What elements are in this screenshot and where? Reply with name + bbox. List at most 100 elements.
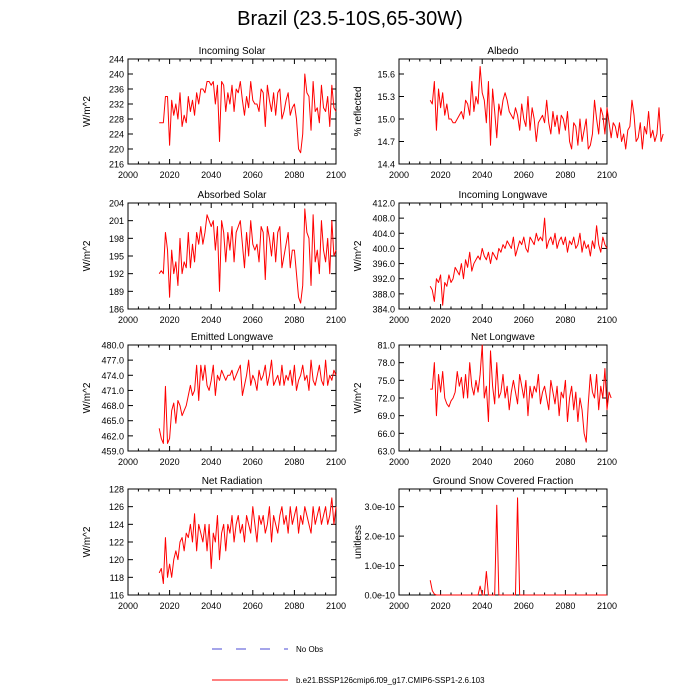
emitted-longwave-xtick-label: 2060 [243, 457, 263, 467]
incoming-longwave-xtick-label: 2040 [472, 315, 492, 325]
ground-snow-xtick-label: 2000 [389, 601, 409, 611]
net-longwave-xtick-label: 2000 [389, 457, 409, 467]
absorbed-solar-xtick-label: 2100 [326, 315, 346, 325]
albedo-ytick-label: 15.3 [377, 92, 395, 102]
net-radiation-xtick-label: 2000 [118, 601, 138, 611]
absorbed-solar-xtick-label: 2060 [243, 315, 263, 325]
net-radiation-xtick-label: 2080 [284, 601, 304, 611]
net-radiation-ytick-label: 124 [109, 520, 124, 530]
emitted-longwave-xtick-label: 2080 [284, 457, 304, 467]
absorbed-solar-ytick-label: 201 [109, 216, 124, 226]
net-radiation-ytick-label: 122 [109, 538, 124, 548]
albedo-ytick-label: 14.4 [377, 160, 395, 170]
incoming-longwave-ylabel: W/m^2 [353, 240, 364, 271]
incoming-solar-xtick-label: 2000 [118, 170, 138, 180]
net-longwave-ytick-label: 63.0 [377, 447, 395, 457]
ground-snow-panel: Ground Snow Covered Fraction unitless 2000… [353, 476, 617, 611]
albedo-xtick-label: 2020 [431, 170, 451, 180]
incoming-longwave-ytick-label: 400.0 [372, 244, 395, 254]
legend-obs-label: No Obs [296, 645, 324, 654]
emitted-longwave-xtick-label: 2100 [326, 457, 346, 467]
net-radiation-title: Net Radiation [202, 476, 263, 487]
net-longwave-xtick-label: 2040 [472, 457, 492, 467]
absorbed-solar-ytick-label: 186 [109, 305, 124, 315]
albedo-xtick-label: 2040 [472, 170, 492, 180]
incoming-longwave-xtick-label: 2080 [555, 315, 575, 325]
emitted-longwave-ytick-label: 468.0 [101, 401, 124, 411]
incoming-solar-ytick-label: 232 [109, 100, 124, 110]
absorbed-solar-ytick-label: 195 [109, 252, 124, 262]
emitted-longwave-ytick-label: 462.0 [101, 431, 124, 441]
incoming-longwave-xtick-label: 2020 [431, 315, 451, 325]
albedo-panel: Albedo % reflected 2000 2020 2040 2060 2080 210… [353, 46, 664, 180]
albedo-xtick-label: 2080 [555, 170, 575, 180]
legend-model-label: b.e21.BSSP126cmip6.f09_g17.CMIP6-SSP1-2.… [296, 676, 485, 685]
albedo-title: Albedo [487, 46, 519, 57]
incoming-longwave-ytick-label: 392.0 [372, 274, 395, 284]
net-radiation-xtick-label: 2020 [160, 601, 180, 611]
albedo-ytick-label: 15.0 [377, 115, 395, 125]
net-longwave-ytick-label: 69.0 [377, 411, 395, 421]
incoming-longwave-ytick-label: 412.0 [372, 199, 395, 209]
net-longwave-xtick-label: 2080 [555, 457, 575, 467]
net-longwave-ytick-label: 78.0 [377, 358, 395, 368]
emitted-longwave-xtick-label: 2000 [118, 457, 138, 467]
emitted-longwave-ylabel: W/m^2 [82, 382, 93, 413]
ground-snow-xtick-label: 2060 [514, 601, 534, 611]
emitted-longwave-xtick-label: 2020 [160, 457, 180, 467]
emitted-longwave-ytick-label: 474.0 [101, 371, 124, 381]
absorbed-solar-series-line [158, 208, 337, 304]
albedo-xtick-label: 2100 [597, 170, 617, 180]
incoming-longwave-title: Incoming Longwave [459, 190, 548, 201]
incoming-solar-ytick-label: 240 [109, 70, 124, 80]
incoming-longwave-ytick-label: 396.0 [372, 259, 395, 269]
emitted-longwave-ytick-label: 459.0 [101, 447, 124, 457]
absorbed-solar-ytick-label: 204 [109, 199, 124, 209]
net-radiation-ytick-label: 116 [110, 591, 124, 601]
absorbed-solar-ytick-label: 189 [109, 287, 124, 297]
page-title: Brazil (23.5-10S,65-30W) [237, 8, 463, 30]
net-longwave-ytick-label: 66.0 [377, 429, 395, 439]
incoming-solar-xtick-label: 2080 [284, 170, 304, 180]
incoming-solar-xtick-label: 2100 [326, 170, 346, 180]
ground-snow-ylabel: unitless [353, 525, 364, 559]
ground-snow-xtick-label: 2020 [431, 601, 451, 611]
ground-snow-xtick-label: 2100 [597, 601, 617, 611]
incoming-solar-ytick-label: 220 [109, 145, 124, 155]
net-radiation-series-line [158, 497, 337, 585]
net-longwave-ytick-label: 75.0 [377, 376, 395, 386]
net-longwave-ytick-label: 72.0 [377, 394, 395, 404]
net-radiation-ytick-label: 126 [109, 502, 124, 512]
net-radiation-xtick-label: 2040 [201, 601, 221, 611]
incoming-solar-ytick-label: 216 [109, 160, 124, 170]
ground-snow-xtick-label: 2080 [555, 601, 575, 611]
net-longwave-panel: Net Longwave W/m^2 2000 2020 2040 2060 2080 210… [353, 332, 617, 467]
emitted-longwave-ytick-label: 477.0 [101, 356, 124, 366]
absorbed-solar-ytick-label: 198 [109, 234, 124, 244]
albedo-ytick-label: 15.6 [377, 70, 395, 80]
absorbed-solar-xtick-label: 2080 [284, 315, 304, 325]
incoming-solar-ytick-label: 224 [109, 130, 124, 140]
net-radiation-panel: Net Radiation W/m^2 2000 2020 2040 2060 2080 21… [82, 476, 346, 611]
albedo-xtick-label: 2060 [514, 170, 534, 180]
incoming-longwave-xtick-label: 2100 [597, 315, 617, 325]
albedo-xtick-label: 2000 [389, 170, 409, 180]
net-radiation-ytick-label: 120 [109, 555, 124, 565]
ground-snow-ytick-label: 1.0e-10 [364, 561, 395, 571]
emitted-longwave-series-line [158, 359, 337, 444]
emitted-longwave-ytick-label: 465.0 [101, 416, 124, 426]
incoming-longwave-ytick-label: 408.0 [372, 214, 395, 224]
emitted-longwave-ytick-label: 480.0 [101, 341, 124, 351]
emitted-longwave-title: Emitted Longwave [191, 332, 274, 343]
incoming-longwave-panel: Incoming Longwave W/m^2 2000 2020 2040 2060 20… [353, 190, 617, 325]
ground-snow-ytick-label: 2.0e-10 [364, 532, 395, 542]
incoming-longwave-xtick-label: 2000 [389, 315, 409, 325]
emitted-longwave-xtick-label: 2040 [201, 457, 221, 467]
ground-snow-ytick-label: 3.0e-10 [364, 502, 395, 512]
incoming-solar-panel: Incoming Solar W/m^2 2000 2020 2040 2060 2080 2… [82, 46, 346, 180]
incoming-solar-ytick-label: 228 [109, 115, 124, 125]
net-longwave-xtick-label: 2020 [431, 457, 451, 467]
absorbed-solar-ytick-label: 192 [109, 269, 124, 279]
